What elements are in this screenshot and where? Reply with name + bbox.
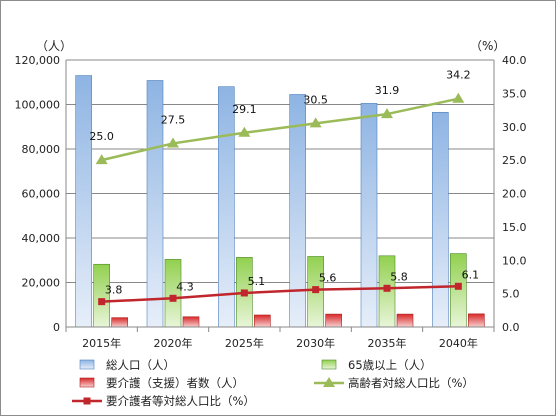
series-line-2	[101, 285, 459, 303]
legend: 総人口（人） 65歳以上（人） 要介護（支援）者数（人） 高齢者対総人口比（%） 要介護…	[72, 358, 474, 408]
line-marker-square	[454, 282, 462, 290]
data-label: 6.1	[462, 268, 480, 281]
x-tick-label: 2040年	[439, 336, 478, 350]
line-marker-square	[240, 289, 248, 297]
y-left-tick-label: 20,000	[22, 277, 61, 290]
y-right-unit: （%）	[470, 39, 505, 53]
bar-1	[75, 75, 92, 328]
data-label: 5.8	[390, 270, 408, 283]
bar-3	[182, 316, 200, 328]
line-marker-square	[98, 298, 106, 306]
data-label: 5.1	[248, 275, 266, 288]
line-marker-triangle	[381, 108, 393, 119]
y-right-tick-label: 5.0	[502, 288, 520, 301]
bar-3	[468, 313, 485, 328]
y-right-tick-label: 30.0	[502, 121, 527, 134]
bar-3	[111, 317, 128, 328]
data-label: 31.9	[375, 84, 400, 97]
legend-label: 65歳以上（人）	[348, 358, 432, 372]
legend-label: 要介護者等対総人口比（%）	[106, 394, 255, 408]
y-right-tick-label: 15.0	[502, 221, 527, 234]
legend-swatch-bar	[321, 359, 337, 370]
y-right-tick-label: 0.0	[502, 321, 520, 334]
legend-label: 高齢者対総人口比（%）	[348, 376, 474, 390]
y-right-tick-label: 20.0	[502, 188, 527, 201]
line-marker-triangle	[167, 137, 179, 148]
x-tick-label: 2025年	[225, 336, 264, 350]
data-label: 30.5	[303, 93, 328, 106]
y-left-tick-label: 80,000	[22, 143, 61, 156]
y-left-tick-label: 60,000	[22, 188, 61, 201]
y-left-unit: （人）	[36, 39, 72, 53]
data-label: 29.1	[232, 103, 257, 116]
line-marker-triangle	[238, 126, 251, 137]
legend-marker-triangle	[323, 377, 335, 387]
bar-1	[360, 103, 378, 328]
x-tick-label: 2030年	[296, 336, 335, 350]
bar-1	[432, 111, 449, 328]
y-right-tick-label: 25.0	[502, 154, 527, 167]
line-marker-triangle	[95, 154, 108, 165]
y-left-tick-label: 0	[53, 321, 60, 334]
y-right-tick-label: 10.0	[502, 254, 527, 267]
bar-1	[289, 94, 306, 328]
bars-group	[75, 75, 485, 328]
data-label: 25.0	[89, 130, 114, 143]
legend-label: 総人口（人）	[106, 358, 175, 372]
x-tick-label: 2015年	[82, 336, 121, 350]
line-marker-triangle	[309, 117, 322, 128]
y-left-tick-label: 120,000	[15, 54, 61, 67]
data-label: 27.5	[161, 113, 186, 126]
line-marker-triangle	[452, 92, 465, 103]
line-marker-square	[312, 286, 320, 294]
legend-swatch-bar	[79, 359, 95, 370]
data-label: 34.2	[446, 69, 471, 82]
y-left-tick-label: 100,000	[15, 99, 61, 112]
line-marker-square	[383, 284, 391, 292]
data-label: 5.6	[319, 272, 337, 285]
legend-swatch-bar	[79, 377, 95, 388]
bar-3	[325, 313, 342, 328]
y-right-tick-label: 35.0	[502, 87, 527, 100]
series-line-1	[101, 97, 459, 162]
data-label: 4.3	[176, 280, 194, 293]
line-marker-square	[169, 294, 177, 302]
lines-group: 25.0 27.5 29.1 30.5 31.9 34.2 3.8 4.3 5.1 5.6 5.8 6…	[89, 69, 480, 306]
legend-label: 要介護（支援）者数（人）	[106, 376, 244, 390]
bar-1	[218, 86, 235, 328]
axes-group: 0 20,000 40,000 60,000 80,000 100,000 120,000 0…	[15, 39, 527, 350]
bar-3	[396, 313, 414, 328]
data-label: 3.8	[105, 284, 123, 297]
y-right-tick-label: 40.0	[502, 54, 527, 67]
bar-2	[450, 253, 467, 328]
bar-3	[254, 314, 271, 328]
x-tick-label: 2020年	[154, 336, 193, 350]
legend-marker-square	[83, 397, 91, 405]
y-left-tick-label: 40,000	[22, 232, 61, 245]
x-tick-label: 2035年	[368, 336, 407, 350]
